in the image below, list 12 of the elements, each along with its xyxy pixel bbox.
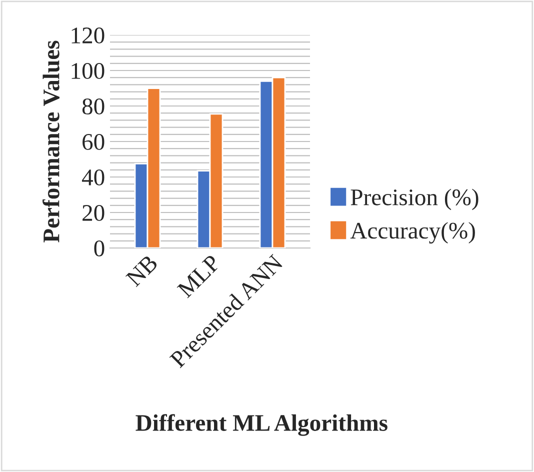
legend-label: Precision (%) — [350, 188, 478, 210]
x-tick-label: NB — [125, 254, 158, 288]
y-tick-label: 100 — [72, 62, 104, 79]
y-tick-label: 120 — [72, 27, 104, 44]
legend-label: Accuracy(%) — [350, 222, 475, 244]
y-tick-label: 0 — [94, 240, 104, 256]
y-axis-title: Performance Values — [42, 40, 60, 242]
y-tick-label: 20 — [82, 204, 104, 221]
y-tick-label: 80 — [82, 98, 104, 114]
y-tick-label: 40 — [82, 169, 104, 186]
y-tick-label: 60 — [82, 134, 104, 150]
x-axis-title: Different ML Algorithms — [136, 414, 388, 436]
